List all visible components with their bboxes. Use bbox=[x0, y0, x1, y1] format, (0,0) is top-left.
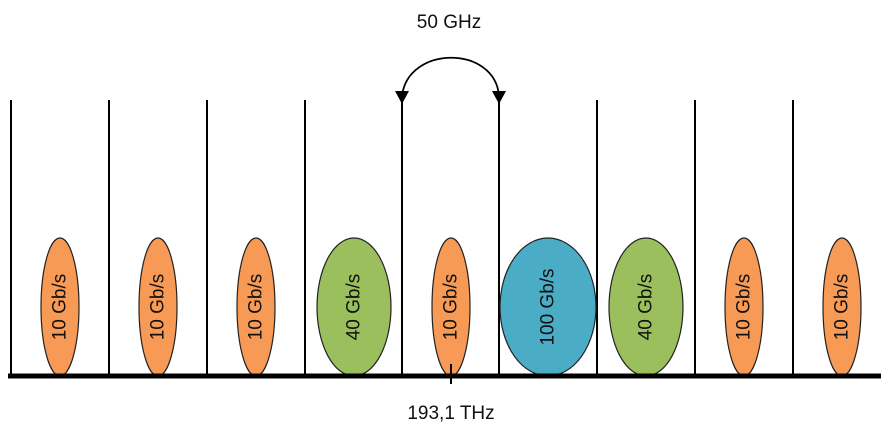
channel-spacing-label: 50 GHz bbox=[417, 12, 481, 33]
channel-rate-label: 40 Gb/s bbox=[344, 274, 365, 341]
channel-rate-label: 10 Gb/s bbox=[441, 274, 462, 341]
channel-rate-label: 10 Gb/s bbox=[734, 274, 755, 341]
spacing-arrowhead-left bbox=[395, 91, 409, 104]
spacing-arrowhead-right bbox=[492, 91, 506, 104]
channel: 10 Gb/s bbox=[138, 237, 178, 377]
channel: 100 Gb/s bbox=[499, 237, 597, 377]
channel-rate-label: 10 Gb/s bbox=[148, 274, 169, 341]
channel: 40 Gb/s bbox=[316, 237, 392, 377]
channel-rate-label: 40 Gb/s bbox=[636, 274, 657, 341]
channel-rate-label: 10 Gb/s bbox=[832, 274, 853, 341]
channel: 10 Gb/s bbox=[40, 237, 80, 377]
center-frequency-label: 193,1 THz bbox=[407, 403, 494, 424]
channel-rate-label: 100 Gb/s bbox=[538, 268, 559, 345]
channel: 40 Gb/s bbox=[608, 237, 684, 377]
grid-lines bbox=[10, 100, 794, 376]
channels: 10 Gb/s 10 Gb/s 10 Gb/s 40 Gb/s 10 Gb/s 100 G… bbox=[40, 237, 862, 377]
spacing-arrow bbox=[401, 56, 500, 97]
channel: 10 Gb/s bbox=[236, 237, 276, 377]
channel: 10 Gb/s bbox=[724, 237, 764, 377]
channel-rate-label: 10 Gb/s bbox=[50, 274, 71, 341]
channel: 10 Gb/s bbox=[822, 237, 862, 377]
channel: 10 Gb/s bbox=[431, 237, 471, 377]
channel-rate-label: 10 Gb/s bbox=[246, 274, 267, 341]
